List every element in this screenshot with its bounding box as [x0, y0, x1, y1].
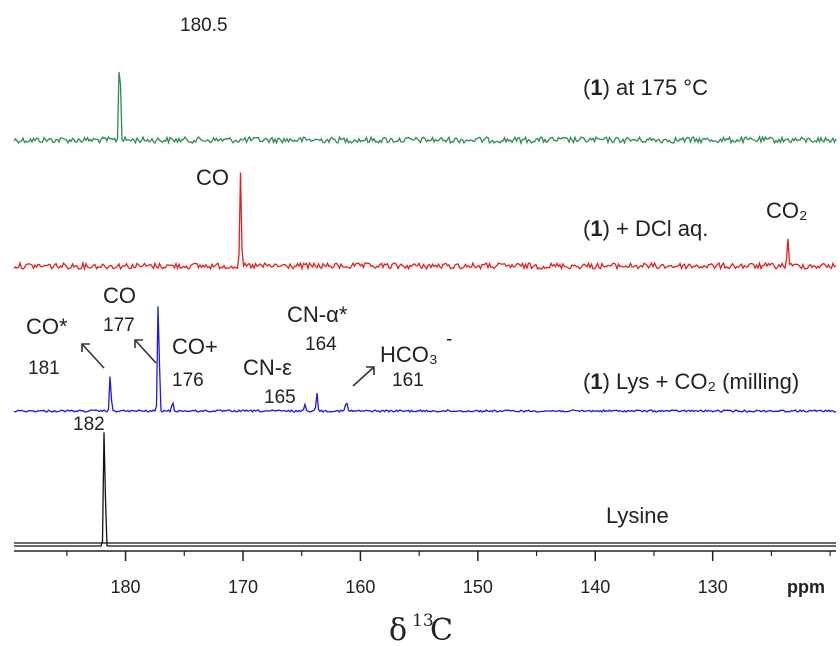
annot-180-5: 180.5	[180, 15, 228, 36]
annot-hco3-charge: -	[446, 329, 452, 350]
annot-co-plus: CO+	[172, 334, 218, 359]
x-axis: 180 170 160 150 140 130 ppm	[14, 550, 836, 597]
annot-cn-eps: CN-ε	[243, 355, 292, 380]
annot-181: 181	[28, 358, 60, 379]
series-label-1: (1) at 175 °C	[583, 75, 708, 100]
x-ticks: 180 170 160 150 140 130	[66, 551, 831, 597]
x-unit-label: ppm	[787, 577, 825, 597]
x-title-main: C	[430, 613, 453, 646]
annot-hco3: HCO₃	[380, 342, 438, 367]
x-tick-label: 160	[345, 577, 375, 597]
arrow-co-star	[81, 343, 105, 369]
x-tick-label: 180	[111, 577, 141, 597]
arrow-co	[134, 339, 157, 364]
annot-cn-alpha: CN-α*	[287, 302, 348, 327]
x-title-sup: 13	[412, 611, 434, 631]
annot-182: 182	[73, 414, 105, 435]
spectrum-series-2	[13, 172, 837, 272]
arrow-hco3	[352, 366, 375, 387]
x-tick-label: 150	[463, 577, 493, 597]
annot-161: 161	[392, 370, 424, 391]
annot-co-red: CO	[196, 165, 229, 190]
arrows	[81, 339, 375, 387]
spectrum-series-3	[13, 306, 837, 414]
x-axis-title: δ 13 C	[389, 611, 453, 646]
annot-177: 177	[103, 315, 135, 336]
spectra-group	[13, 71, 837, 547]
x-tick-label: 140	[580, 577, 610, 597]
series-label-4: Lysine	[606, 503, 669, 528]
annot-co-blue: CO	[103, 283, 136, 308]
x-title-symbol: δ	[389, 613, 407, 646]
series-label-3: (1) Lys + CO₂ (milling)	[583, 369, 799, 394]
annot-co2-red: CO₂	[766, 198, 808, 223]
series-label-2: (1) + DCl aq.	[583, 216, 708, 241]
spectrum-series-1	[13, 71, 837, 145]
annot-176: 176	[172, 370, 204, 391]
x-tick-label: 170	[228, 577, 258, 597]
annot-co-star: CO*	[26, 314, 68, 339]
annot-165: 165	[264, 387, 296, 408]
x-tick-label: 130	[698, 577, 728, 597]
spectrum-series-4	[14, 432, 836, 547]
annot-164: 164	[305, 334, 337, 355]
